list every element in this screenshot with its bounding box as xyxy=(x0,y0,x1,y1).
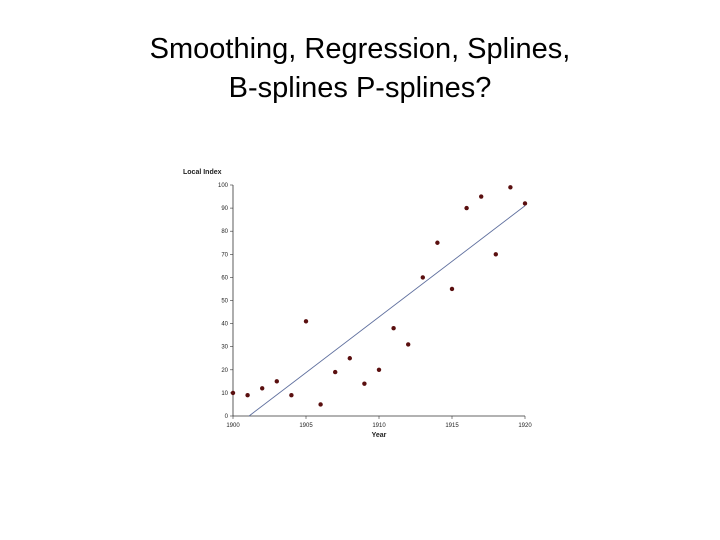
data-point xyxy=(230,390,236,396)
data-point xyxy=(289,393,294,398)
regression-line xyxy=(248,205,526,417)
data-point xyxy=(391,326,396,331)
data-point xyxy=(508,185,513,190)
slide-title: Smoothing, Regression, Splines, B-spline… xyxy=(0,30,720,108)
y-tick-label: 60 xyxy=(221,275,228,281)
x-tick-label: 1900 xyxy=(226,423,240,429)
y-tick-label: 40 xyxy=(221,322,228,328)
x-tick-label: 1905 xyxy=(299,423,313,429)
slide-title-line-1: Smoothing, Regression, Splines, xyxy=(149,33,571,65)
data-point xyxy=(522,201,528,206)
data-point xyxy=(464,205,469,211)
data-point xyxy=(303,319,309,324)
x-tick-label: 1920 xyxy=(518,423,532,429)
data-point xyxy=(274,379,279,384)
data-point xyxy=(362,381,367,386)
y-tick-label: 80 xyxy=(221,229,228,235)
x-tick-label: 1915 xyxy=(445,423,459,429)
data-point xyxy=(318,402,323,407)
x-axis-title: Year xyxy=(372,432,387,439)
slide-title-line-2: B-splines P-splines? xyxy=(228,72,492,104)
data-point xyxy=(376,367,382,372)
y-tick-label: 30 xyxy=(221,345,228,351)
data-point xyxy=(435,240,440,245)
data-point xyxy=(260,386,265,391)
data-point xyxy=(333,369,338,375)
y-axis-title: Local Index xyxy=(183,169,222,176)
chart-ticks: 0 10 20 30 40 50 60 70 80 90 100 1900 1905 1910 1915 19… xyxy=(218,183,532,429)
regression-line-group xyxy=(248,205,526,417)
y-tick-label: 0 xyxy=(225,414,229,420)
data-point xyxy=(406,342,411,347)
y-tick-label: 100 xyxy=(218,183,229,189)
x-tick-label: 1910 xyxy=(372,423,386,429)
data-points xyxy=(230,185,528,407)
y-tick-label: 90 xyxy=(221,206,228,212)
data-point xyxy=(420,275,425,280)
y-tick-label: 50 xyxy=(221,299,228,305)
data-point xyxy=(479,194,484,199)
y-tick-label: 10 xyxy=(221,391,228,397)
data-point xyxy=(347,356,352,361)
y-tick-label: 20 xyxy=(221,368,228,374)
data-point xyxy=(449,286,455,292)
data-point xyxy=(493,252,498,257)
data-point xyxy=(245,393,250,398)
y-tick-label: 70 xyxy=(221,252,228,258)
